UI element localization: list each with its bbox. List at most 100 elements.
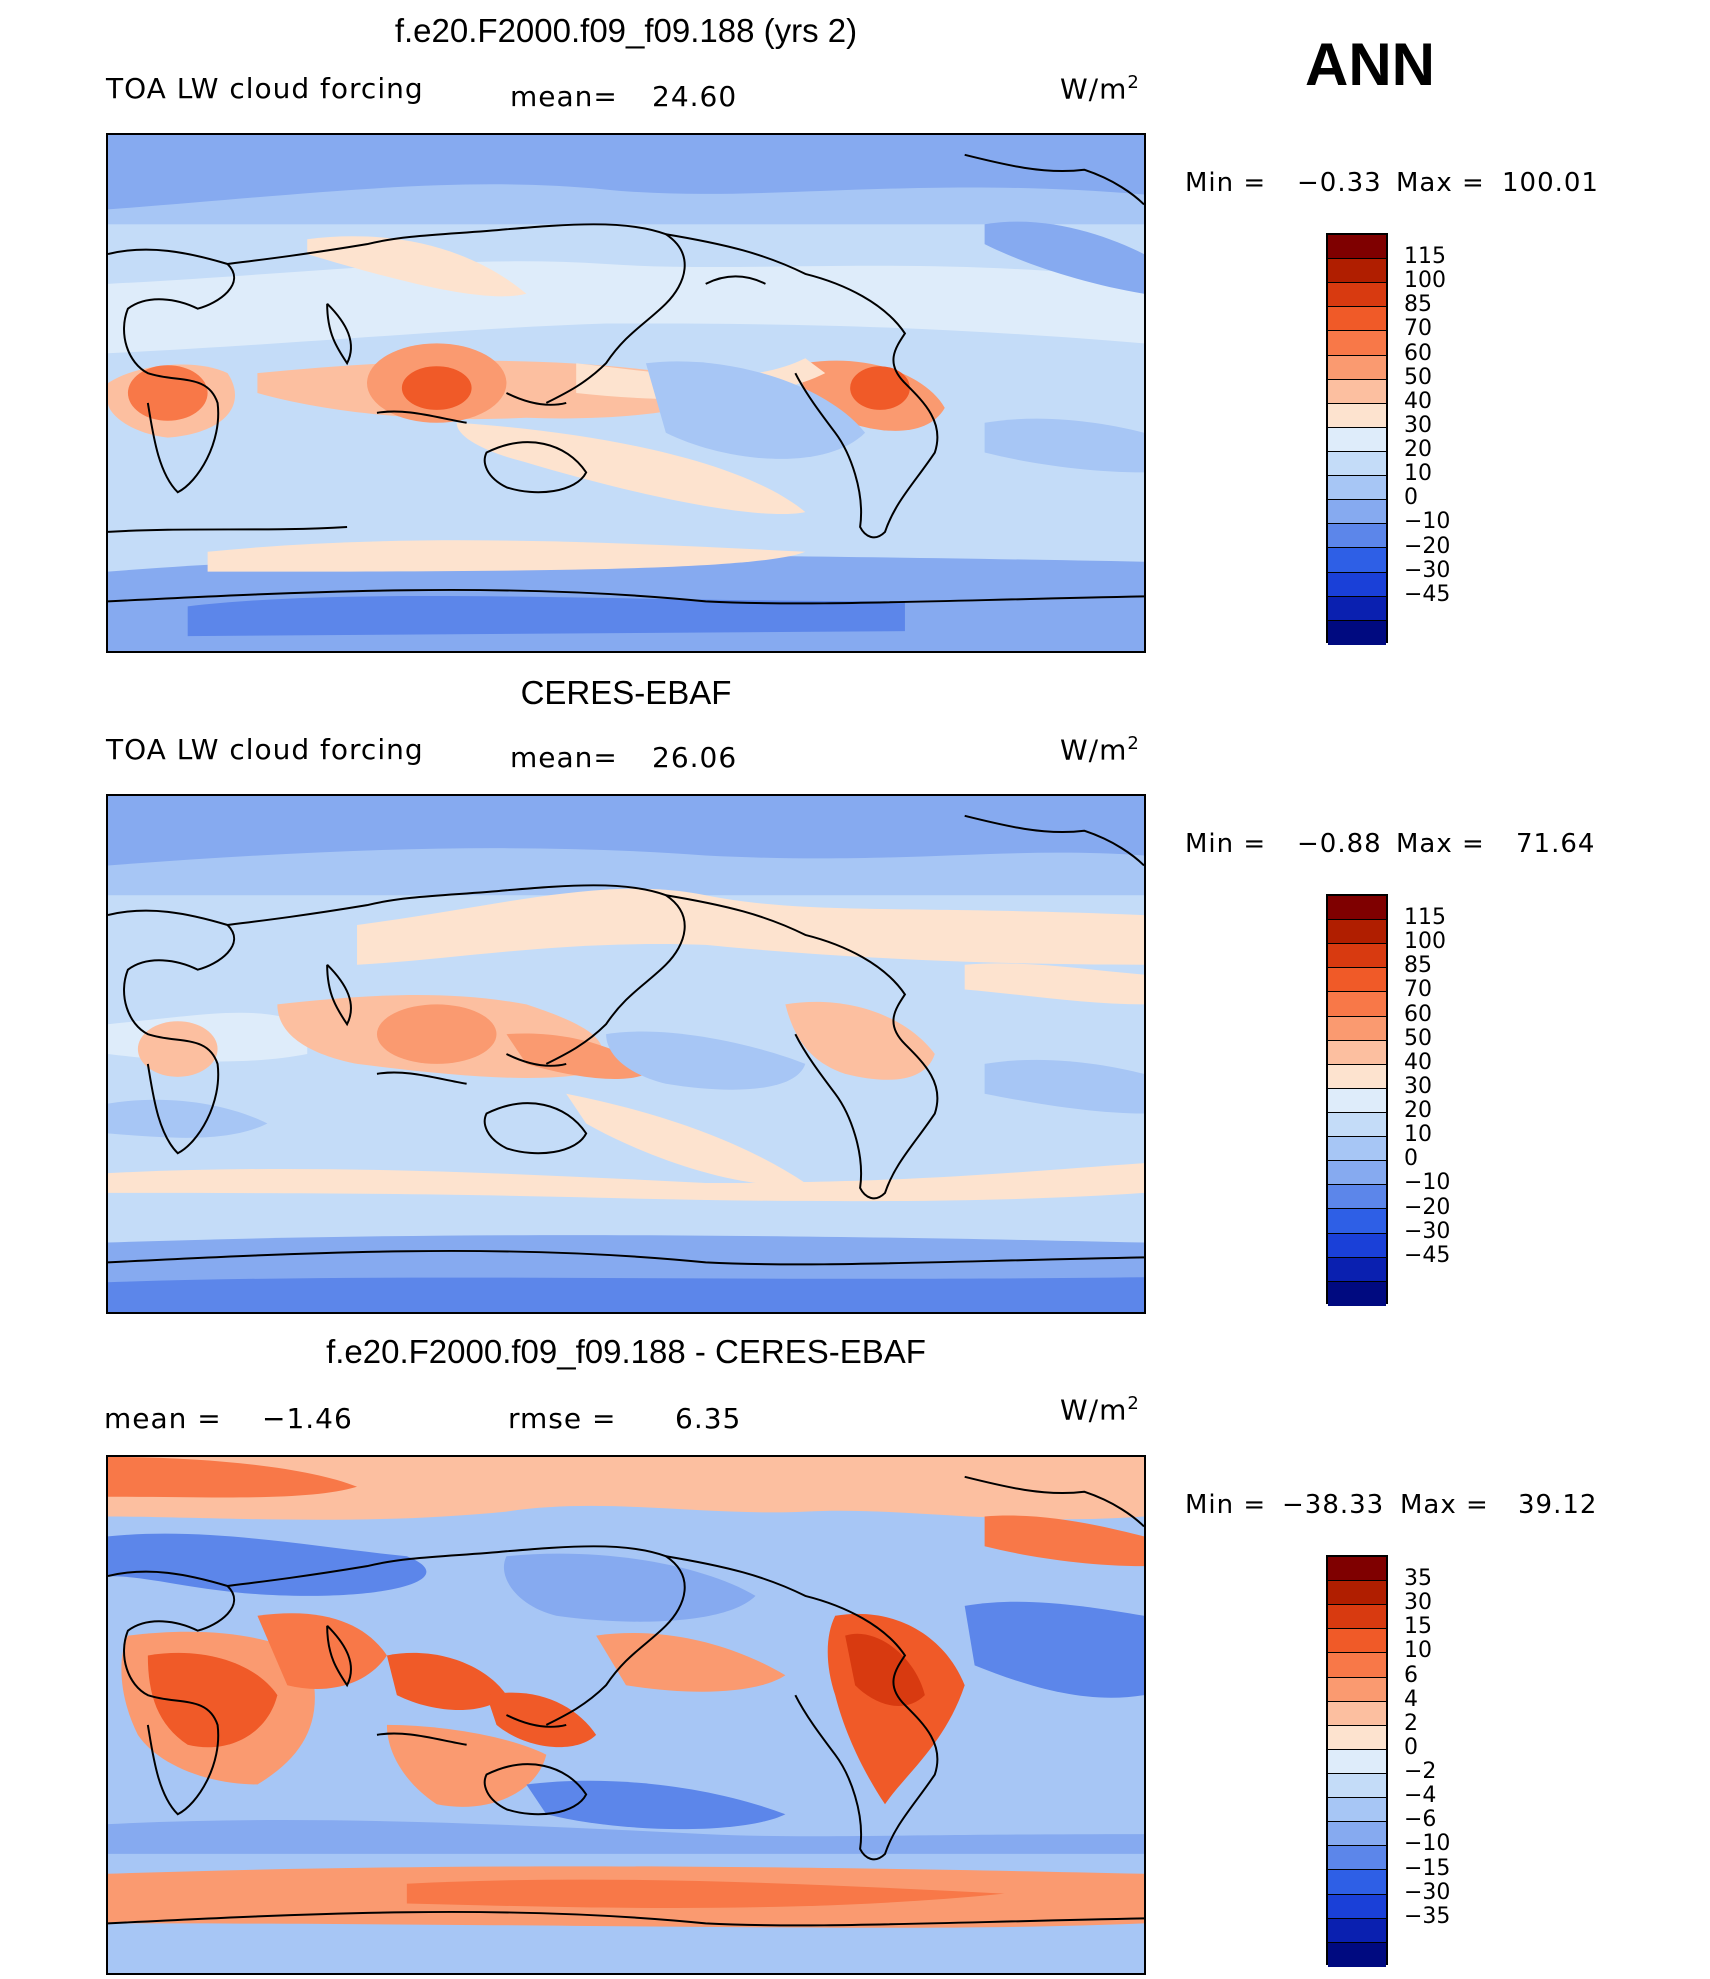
season-label: ANN — [1305, 31, 1435, 98]
colorbar-swatch — [1328, 235, 1386, 260]
colorbar-swatch — [1328, 476, 1386, 501]
colorbar-swatch — [1328, 283, 1386, 308]
panel-2-min-label: Min = — [1185, 829, 1267, 859]
colorbar-tick-label: 40 — [1404, 1049, 1432, 1075]
colorbar-swatch — [1328, 1161, 1386, 1186]
panel-2-max-value: 71.64 — [1516, 829, 1596, 859]
colorbar-swatch — [1328, 896, 1386, 921]
panel-1-title: f.e20.F2000.f09_f09.188 (yrs 2) — [394, 12, 858, 49]
colorbar-swatch — [1328, 1918, 1386, 1943]
panel-3-max-label: Max = — [1400, 1490, 1489, 1520]
colorbar-tick-label: 70 — [1404, 977, 1432, 1003]
colorbar-swatch — [1328, 1629, 1386, 1654]
colorbar-swatch — [1328, 1773, 1386, 1799]
panel-2-variable: TOA LW cloud forcing — [106, 733, 424, 766]
panel-2-units: W/m2 — [1060, 733, 1140, 767]
colorbar-swatch — [1328, 1701, 1386, 1726]
colorbar-tick-label: −20 — [1404, 1194, 1451, 1220]
colorbar-swatch — [1328, 331, 1386, 356]
colorbar-tick-label: −10 — [1404, 1170, 1451, 1196]
colorbar-swatch — [1328, 1233, 1386, 1258]
panel-1-min-value: −0.33 — [1297, 168, 1382, 198]
colorbar-swatch — [1328, 620, 1386, 645]
colorbar-swatch — [1328, 1846, 1386, 1871]
colorbar-tick-label: −2 — [1404, 1759, 1437, 1785]
colorbar-swatch — [1328, 355, 1386, 380]
colorbar-swatch — [1328, 1822, 1386, 1847]
colorbar-swatch — [1328, 596, 1386, 621]
panel-2-map — [106, 794, 1146, 1314]
colorbar-swatch — [1328, 259, 1386, 284]
colorbar-swatch — [1328, 944, 1386, 969]
colorbar-swatch — [1328, 1088, 1386, 1113]
colorbar-tick-label: 0 — [1404, 1146, 1418, 1172]
panel-2-max-label: Max = — [1396, 829, 1485, 859]
panel-1-mean-label: mean= — [510, 80, 618, 113]
colorbar-tick-label: 15 — [1404, 1614, 1432, 1640]
panel-2-mean-label: mean= — [510, 741, 618, 774]
panel-1-max-value: 100.01 — [1502, 168, 1599, 198]
panel-3-rmse-label: rmse = — [508, 1402, 617, 1435]
panel-1-max-label: Max = — [1396, 168, 1485, 198]
colorbar-swatch — [1328, 1112, 1386, 1138]
colorbar-tick-label: 40 — [1404, 388, 1432, 414]
colorbar-swatch — [1328, 1557, 1386, 1582]
colorbar-tick-label: −30 — [1404, 557, 1451, 583]
colorbar-tick-label: 30 — [1404, 412, 1432, 438]
panel-3-units: W/m2 — [1060, 1393, 1140, 1427]
colorbar-tick-label: 50 — [1404, 364, 1432, 390]
panel-3-colorbar — [1326, 1555, 1388, 1967]
colorbar-tick-label: 6 — [1404, 1662, 1418, 1688]
panel-3-max-value: 39.12 — [1518, 1490, 1598, 1520]
colorbar-swatch — [1328, 307, 1386, 332]
colorbar-tick-label: 85 — [1404, 292, 1432, 318]
panel-3-min-label: Min = — [1185, 1490, 1267, 1520]
colorbar-swatch — [1328, 403, 1386, 428]
colorbar-tick-label: 10 — [1404, 461, 1432, 487]
colorbar-tick-label: 100 — [1404, 929, 1446, 955]
colorbar-tick-label: 60 — [1404, 1001, 1432, 1027]
colorbar-swatch — [1328, 1942, 1386, 1967]
colorbar-swatch — [1328, 524, 1386, 549]
colorbar-swatch — [1328, 548, 1386, 573]
panel-2-colorbar — [1326, 894, 1388, 1306]
colorbar-tick-label: 0 — [1404, 1734, 1418, 1760]
panel-1-variable: TOA LW cloud forcing — [106, 72, 424, 105]
colorbar-tick-label: 50 — [1404, 1025, 1432, 1051]
colorbar-tick-label: 85 — [1404, 953, 1432, 979]
colorbar-tick-label: 35 — [1404, 1566, 1432, 1592]
panel-2-mean-value: 26.06 — [652, 741, 738, 774]
colorbar-tick-label: −10 — [1404, 509, 1451, 535]
colorbar-swatch — [1328, 1137, 1386, 1162]
colorbar-swatch — [1328, 1064, 1386, 1089]
colorbar-swatch — [1328, 920, 1386, 945]
colorbar-tick-label: 4 — [1404, 1686, 1418, 1712]
colorbar-tick-label: 2 — [1404, 1710, 1418, 1736]
colorbar-tick-label: −20 — [1404, 533, 1451, 559]
panel-3-rmse-value: 6.35 — [675, 1402, 742, 1435]
panel-3-mean-label: mean = — [104, 1402, 222, 1435]
colorbar-swatch — [1328, 1749, 1386, 1774]
colorbar-swatch — [1328, 451, 1386, 477]
colorbar-tick-label: −6 — [1404, 1807, 1437, 1833]
panel-1-mean-value: 24.60 — [652, 80, 738, 113]
colorbar-swatch — [1328, 1725, 1386, 1750]
colorbar-tick-label: 10 — [1404, 1638, 1432, 1664]
colorbar-swatch — [1328, 379, 1386, 404]
colorbar-swatch — [1328, 1894, 1386, 1919]
panel-1-map — [106, 133, 1146, 653]
panel-3-title: f.e20.F2000.f09_f09.188 - CERES-EBAF — [326, 1333, 926, 1370]
colorbar-swatch — [1328, 1870, 1386, 1895]
colorbar-swatch — [1328, 992, 1386, 1017]
panel-2-title: CERES-EBAF — [520, 674, 732, 711]
colorbar-swatch — [1328, 1798, 1386, 1823]
colorbar-tick-label: −30 — [1404, 1218, 1451, 1244]
panel-1-colorbar — [1326, 233, 1388, 645]
panel-3-mean-value: −1.46 — [262, 1402, 353, 1435]
colorbar-tick-label: −30 — [1404, 1879, 1451, 1905]
panel-1-units: W/m2 — [1060, 72, 1140, 106]
panel-3-map — [106, 1455, 1146, 1975]
colorbar-tick-label: 20 — [1404, 437, 1432, 463]
colorbar-swatch — [1328, 1653, 1386, 1678]
colorbar-tick-label: −4 — [1404, 1783, 1437, 1809]
